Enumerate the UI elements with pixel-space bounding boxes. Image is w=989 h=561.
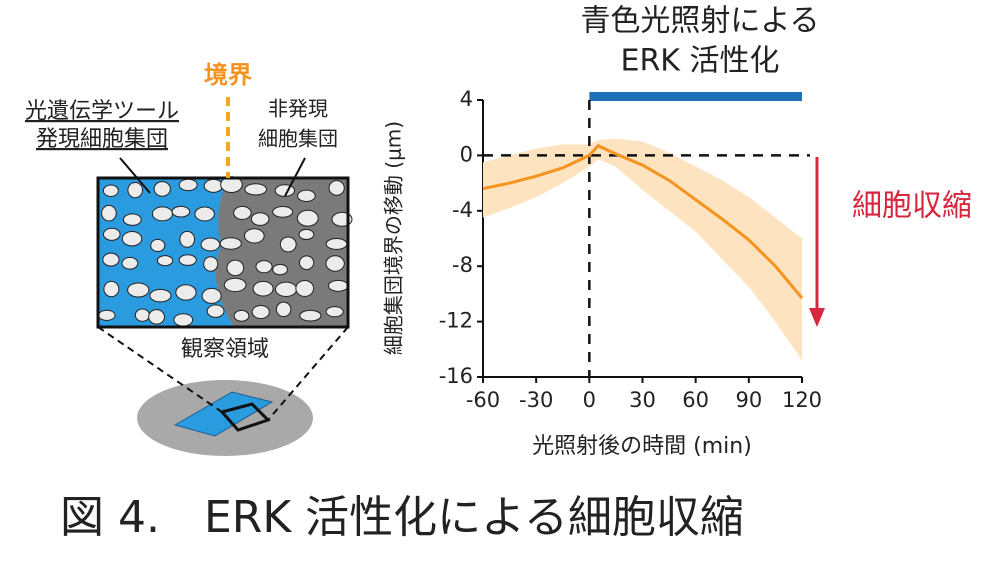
non-expressing-label: 非発現 [268, 97, 328, 121]
nucleus [296, 209, 319, 227]
nucleus [203, 178, 224, 193]
nucleus [275, 301, 292, 318]
nucleus [328, 180, 345, 196]
y-tick-label: -16 [439, 364, 473, 388]
expressing-label: 光遺伝学ツール [25, 99, 179, 124]
nucleus [102, 227, 121, 241]
observation-frame [96, 176, 350, 329]
nucleus [272, 263, 288, 276]
x-axis-label: 光照射後の時間 (min) [532, 434, 752, 459]
pointer [284, 157, 306, 197]
nucleus [134, 308, 151, 322]
nucleus [175, 284, 197, 301]
nucleus [127, 181, 144, 199]
pointer [119, 157, 151, 194]
nucleus [127, 282, 150, 298]
annotation: 青色光照射による [580, 4, 819, 39]
nucleus [275, 281, 298, 297]
nucleus [252, 280, 274, 297]
nucleus [121, 256, 139, 270]
nucleus [223, 277, 247, 293]
nucleus [325, 255, 345, 272]
annotation: ERK 活性化 [620, 44, 779, 79]
x-tick-label: 90 [735, 388, 762, 412]
nucleus [178, 254, 197, 266]
non-expressing-label: 細胞集団 [258, 127, 338, 151]
nucleus [206, 304, 225, 318]
nucleus [148, 309, 166, 325]
y-tick-label: 0 [460, 142, 473, 166]
nucleus [233, 309, 250, 322]
nucleus [150, 238, 166, 253]
nucleus [244, 228, 265, 244]
nucleus [151, 206, 173, 222]
boundary-label: 境界 [204, 61, 252, 89]
x-tick-label: -30 [519, 388, 553, 412]
nucleus [244, 183, 268, 196]
zoom-line [97, 326, 223, 413]
y-tick-label: -12 [439, 309, 473, 333]
error-band [483, 138, 802, 361]
x-tick-label: 0 [583, 388, 596, 412]
nucleus [328, 279, 349, 292]
nucleus [173, 313, 194, 327]
nucleus [295, 279, 315, 297]
y-axis-label: 細胞集団境界の移動 (μm) [382, 121, 406, 355]
nucleus [200, 237, 221, 252]
nucleus [171, 205, 191, 218]
line [482, 143, 804, 300]
shrink-arrowhead [809, 308, 825, 327]
nucleus [103, 280, 120, 298]
nucleus [178, 178, 198, 192]
nucleus [102, 252, 120, 267]
nucleus [279, 236, 297, 253]
x-tick-label: 30 [629, 388, 656, 412]
nucleus [325, 306, 344, 318]
expressing-label: 発現細胞集団 [36, 127, 168, 152]
nucleus [153, 181, 171, 197]
y-tick-label: 4 [460, 87, 473, 111]
nucleus [201, 287, 222, 304]
nucleus [102, 184, 119, 197]
nucleus [233, 205, 252, 220]
nucleus [122, 213, 142, 226]
nucleus [121, 231, 143, 247]
nucleus [250, 212, 270, 226]
caption: 図 4. ERK 活性化による細胞収縮 [60, 492, 744, 543]
x-tick-label: 120 [782, 388, 822, 412]
nucleus [297, 189, 316, 203]
cells [98, 176, 353, 327]
nucleus [194, 206, 215, 222]
nucleus [325, 238, 348, 250]
zoom-line [267, 326, 349, 421]
nucleus [156, 255, 174, 267]
nucleus [179, 230, 196, 248]
nucleus [298, 255, 315, 270]
nucleus [226, 259, 245, 277]
nucleus [299, 309, 322, 322]
arrow-label: 細胞収縮 [852, 189, 972, 224]
light-on-bar [589, 92, 802, 101]
x-tick-label: 60 [682, 388, 709, 412]
nucleus [203, 256, 219, 272]
x-tick-label: -60 [466, 388, 500, 412]
nucleus [219, 237, 242, 250]
y-tick-label: -8 [452, 253, 473, 277]
nucleus [251, 304, 270, 320]
nucleus [98, 309, 116, 321]
nucleus [101, 204, 117, 222]
y-tick-label: -4 [452, 198, 473, 222]
nucleus [272, 205, 294, 218]
nucleus [255, 260, 273, 274]
region-label: 観察領域 [181, 337, 269, 362]
nucleus [149, 288, 172, 303]
nucleus [298, 228, 315, 241]
